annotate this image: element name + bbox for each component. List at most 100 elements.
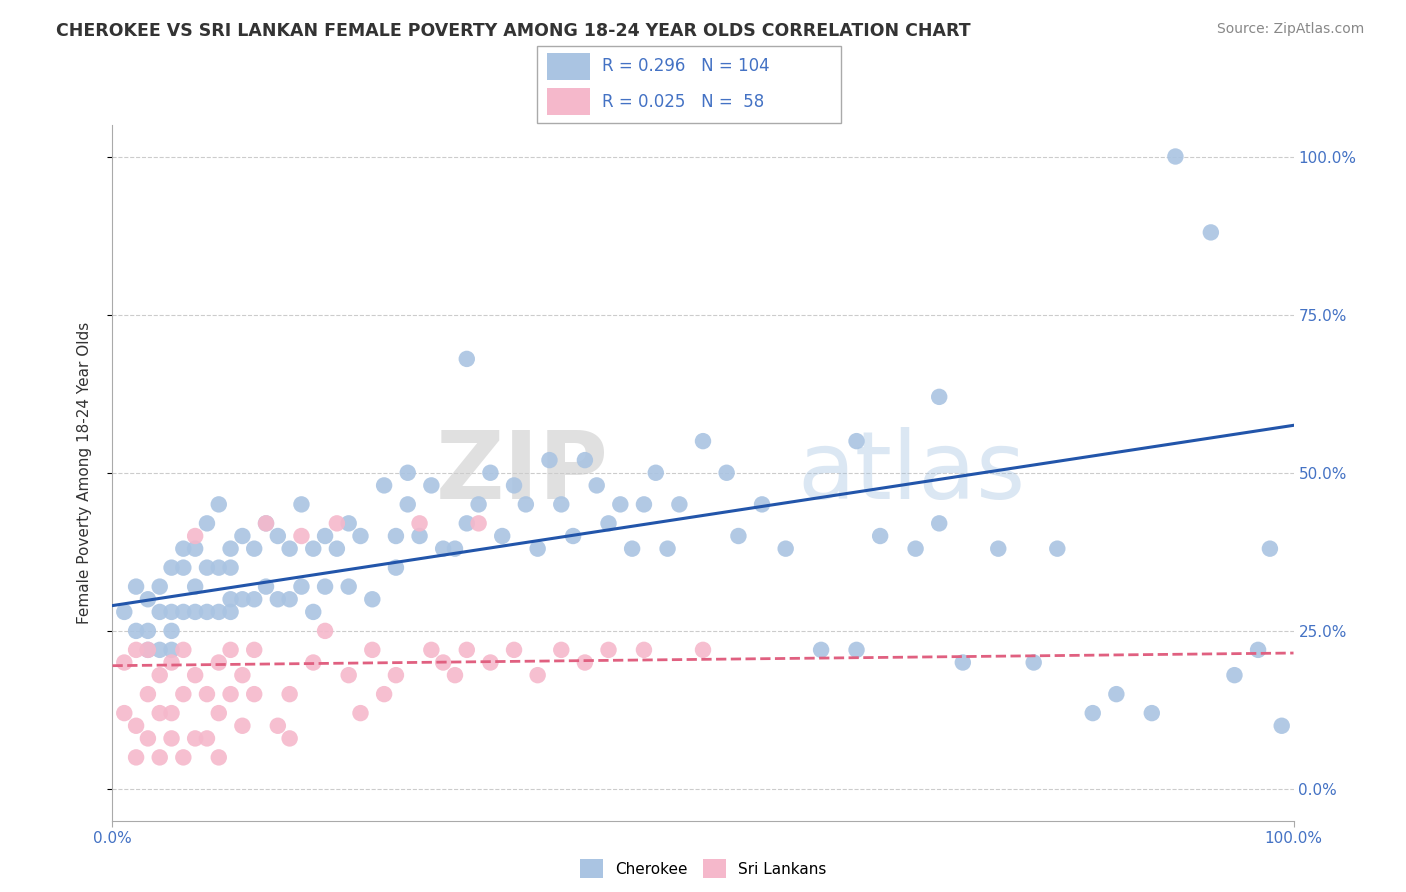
Point: [952, 656, 974, 670]
Point: [432, 541, 454, 556]
Text: R = 0.296   N = 104: R = 0.296 N = 104: [602, 57, 770, 75]
Point: [491, 529, 513, 543]
Point: [904, 541, 927, 556]
Point: [987, 541, 1010, 556]
Point: [302, 541, 325, 556]
Legend: Cherokee, Sri Lankans: Cherokee, Sri Lankans: [575, 855, 831, 882]
Point: [208, 497, 231, 511]
Point: [1022, 656, 1045, 670]
Point: [1046, 541, 1069, 556]
Point: [775, 541, 797, 556]
Point: [172, 750, 194, 764]
Point: [337, 516, 360, 531]
Point: [385, 529, 408, 543]
Point: [136, 731, 159, 746]
Point: [231, 529, 253, 543]
Point: [208, 560, 231, 574]
Point: [172, 541, 194, 556]
Point: [278, 541, 301, 556]
Point: [598, 643, 620, 657]
Point: [243, 643, 266, 657]
Point: [290, 497, 312, 511]
Point: [515, 497, 537, 511]
Point: [337, 580, 360, 594]
Point: [267, 719, 290, 733]
FancyBboxPatch shape: [537, 46, 841, 123]
Y-axis label: Female Poverty Among 18-24 Year Olds: Female Poverty Among 18-24 Year Olds: [77, 322, 91, 624]
Point: [267, 592, 290, 607]
Point: [574, 453, 596, 467]
Point: [160, 643, 183, 657]
Point: [479, 466, 502, 480]
Point: [385, 560, 408, 574]
Point: [1223, 668, 1246, 682]
Point: [149, 668, 172, 682]
Point: [1258, 541, 1281, 556]
Point: [125, 750, 148, 764]
Point: [633, 497, 655, 511]
Point: [361, 643, 384, 657]
Point: [928, 516, 950, 531]
Point: [125, 643, 148, 657]
Point: [1247, 643, 1270, 657]
Point: [149, 750, 172, 764]
Point: [208, 750, 231, 764]
Point: [727, 529, 749, 543]
Point: [112, 706, 135, 720]
Text: atlas: atlas: [797, 426, 1026, 519]
Bar: [547, 88, 591, 115]
Point: [396, 497, 419, 511]
Point: [562, 529, 585, 543]
Point: [550, 643, 572, 657]
Point: [231, 668, 253, 682]
Point: [243, 541, 266, 556]
Point: [290, 580, 312, 594]
Point: [432, 656, 454, 670]
Point: [184, 541, 207, 556]
Point: [456, 643, 478, 657]
Point: [184, 529, 207, 543]
Point: [456, 351, 478, 366]
Point: [243, 687, 266, 701]
Point: [136, 624, 159, 638]
Point: [810, 643, 832, 657]
Point: [845, 434, 868, 449]
Point: [219, 605, 242, 619]
Point: [396, 466, 419, 480]
Point: [598, 516, 620, 531]
Point: [219, 687, 242, 701]
Point: [644, 466, 666, 480]
Point: [1199, 226, 1222, 240]
Point: [243, 592, 266, 607]
Point: [869, 529, 891, 543]
Point: [1140, 706, 1163, 720]
Point: [278, 687, 301, 701]
Point: [267, 529, 290, 543]
Point: [326, 516, 349, 531]
Point: [657, 541, 679, 556]
Point: [254, 516, 277, 531]
Text: R = 0.025   N =  58: R = 0.025 N = 58: [602, 93, 765, 111]
Point: [172, 560, 194, 574]
Point: [1271, 719, 1294, 733]
Point: [195, 560, 218, 574]
Point: [125, 624, 148, 638]
Point: [444, 668, 467, 682]
Point: [136, 592, 159, 607]
Point: [1105, 687, 1128, 701]
Point: [231, 719, 253, 733]
Point: [337, 668, 360, 682]
Point: [112, 605, 135, 619]
Point: [326, 541, 349, 556]
Point: [149, 605, 172, 619]
Point: [692, 434, 714, 449]
Point: [314, 624, 336, 638]
Point: [420, 478, 443, 492]
Text: ZIP: ZIP: [436, 426, 609, 519]
Point: [184, 580, 207, 594]
Point: [195, 516, 218, 531]
Point: [184, 731, 207, 746]
Point: [349, 706, 371, 720]
Point: [692, 643, 714, 657]
Point: [621, 541, 644, 556]
